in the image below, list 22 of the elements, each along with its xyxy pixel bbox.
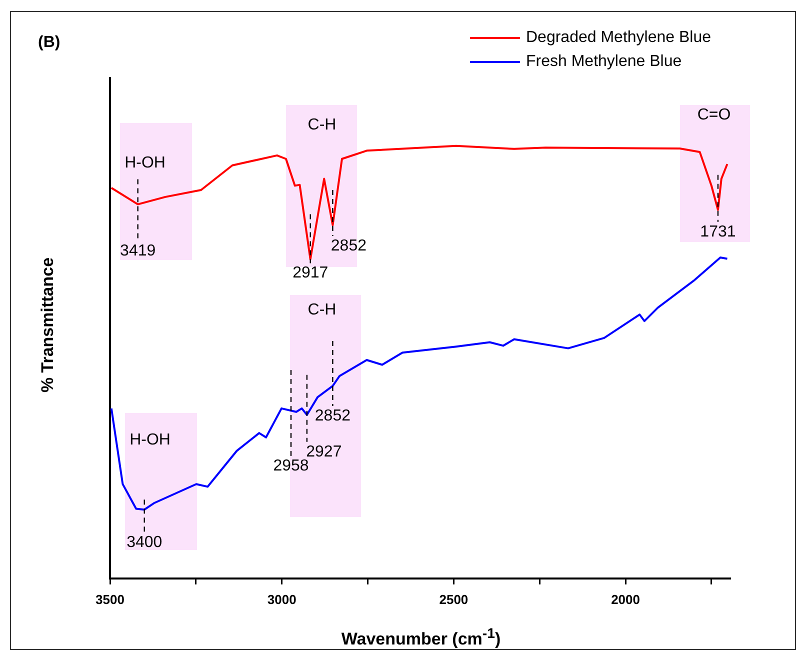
legend-label: Fresh Methylene Blue <box>526 53 682 71</box>
annotation: 2852 <box>330 237 367 254</box>
annotation: 2917 <box>292 264 328 282</box>
annotation: 2852 <box>314 407 351 424</box>
legend-label: Degraded Methylene Blue <box>526 29 712 47</box>
annotation: H-OH <box>124 154 166 172</box>
x-tick-label: 2500 <box>439 592 468 607</box>
x-tick-label: 2000 <box>611 592 640 607</box>
annotation: 1731 <box>700 223 736 240</box>
x-tick-label: 3000 <box>267 592 296 607</box>
annotation: 2927 <box>306 443 342 460</box>
annotation: 2958 <box>273 457 309 474</box>
chart-title: (B) <box>38 34 60 52</box>
text: C-H <box>308 116 336 134</box>
annotation: C-H <box>308 301 336 318</box>
annotation: 3419 <box>120 242 156 260</box>
text: C=O <box>697 106 731 124</box>
y-axis-title: % Transmittance <box>38 257 58 393</box>
annotation: 3400 <box>126 534 162 552</box>
annotation: H-OH <box>130 431 170 448</box>
x-tick-label: 3500 <box>96 592 124 607</box>
x-axis-title: Wavenumber (cm$^{-1}$) <box>340 626 502 650</box>
